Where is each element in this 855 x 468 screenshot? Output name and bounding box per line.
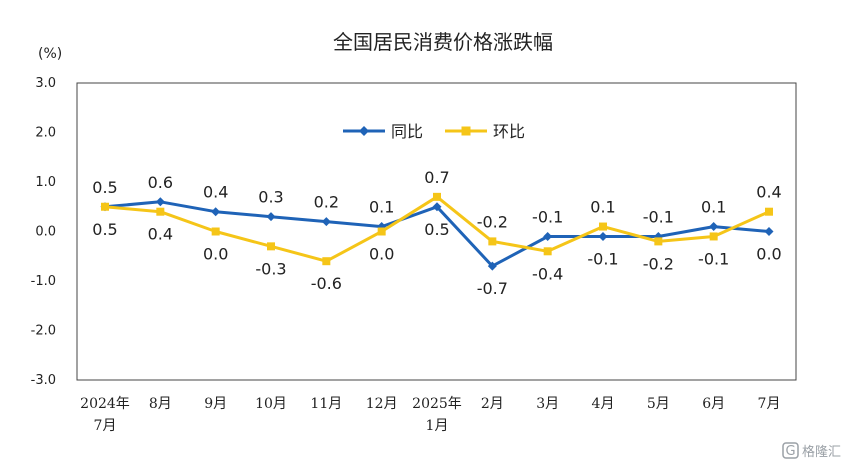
data-label-mom: -0.1: [698, 249, 729, 268]
x-tick-label: 4月: [592, 396, 615, 412]
data-point-yoy: [598, 231, 608, 241]
x-tick-label: 10月: [255, 396, 287, 412]
data-label-yoy: 0.0: [756, 245, 781, 264]
data-point-mom: [156, 207, 165, 216]
legend-label-mom: 环比: [493, 122, 525, 141]
data-point-mom: [488, 237, 497, 246]
data-label-yoy: 0.1: [701, 198, 726, 217]
x-tick-label: 2025年: [412, 396, 462, 412]
data-label-mom: 0.0: [369, 245, 394, 264]
data-point-yoy: [543, 231, 553, 241]
x-tick-label: 3月: [536, 396, 559, 412]
x-tick-label: 1月: [426, 418, 449, 434]
plot-area: [76, 82, 797, 381]
data-label-mom: 0.5: [92, 220, 117, 239]
y-axis: 3.0 2.0 1.0 0.0 -1.0 -2.0 -3.0: [31, 76, 56, 388]
data-point-yoy: [211, 207, 221, 217]
x-tick-label: 6月: [702, 396, 725, 412]
data-point-yoy: [709, 222, 719, 232]
x-tick-label: 7月: [94, 418, 117, 434]
data-label-yoy: 0.5: [424, 220, 449, 239]
data-label-yoy: 0.2: [314, 193, 339, 212]
chart-title: 全国居民消费价格涨跌幅: [333, 30, 553, 54]
data-label-mom: -0.6: [311, 274, 342, 293]
series-layer: [100, 192, 774, 271]
data-point-mom: [377, 227, 386, 236]
x-tick-label: 7月: [758, 396, 781, 412]
legend-label-yoy: 同比: [391, 122, 423, 141]
data-label-yoy: 0.4: [203, 183, 228, 202]
data-point-mom: [543, 247, 552, 256]
data-point-yoy: [487, 261, 497, 271]
data-point-mom: [765, 207, 773, 216]
x-tick-label: 11月: [310, 396, 342, 412]
data-point-yoy: [764, 227, 774, 236]
g-logo-icon: [782, 442, 799, 459]
data-point-mom: [267, 242, 275, 251]
data-label-yoy: -0.7: [477, 279, 508, 298]
data-point-mom: [101, 202, 109, 211]
legend: 同比 环比: [343, 122, 525, 141]
data-labels: 0.5 0.5 0.6 0.4 0.4 0.0 0.3 -0.3 0.2 -0.6 0.1 0.0 0.…: [92, 168, 781, 298]
data-point-yoy: [266, 212, 276, 222]
y-tick-label: -1.0: [31, 274, 56, 289]
data-label-mom: 0.0: [203, 245, 228, 264]
data-point-yoy: [321, 217, 331, 227]
legend-marker-yoy: [359, 126, 369, 136]
y-tick-label: 0.0: [35, 225, 56, 240]
data-label-yoy: 0.5: [92, 178, 117, 197]
data-label-mom: 0.4: [756, 183, 781, 202]
data-point-mom: [211, 227, 220, 236]
y-axis-unit: (%): [38, 46, 62, 62]
data-label-mom: -0.2: [643, 254, 674, 273]
x-tick-label: 5月: [647, 396, 670, 412]
data-label-mom: -0.3: [255, 259, 286, 278]
legend-marker-mom: [461, 126, 471, 136]
y-tick-label: 1.0: [35, 175, 56, 190]
data-label-mom: 0.7: [424, 168, 449, 187]
x-tick-label: 2月: [481, 396, 504, 412]
data-label-yoy: -0.1: [587, 249, 618, 268]
y-tick-label: -3.0: [31, 373, 56, 388]
data-point-yoy: [432, 202, 442, 212]
data-label-yoy: 0.3: [258, 188, 283, 207]
watermark-text: 格隆汇: [802, 444, 841, 460]
data-label-mom: -0.4: [532, 264, 563, 283]
y-tick-label: 2.0: [35, 126, 56, 141]
data-point-mom: [322, 257, 331, 266]
data-point-mom: [709, 232, 718, 241]
y-tick-label: -2.0: [31, 324, 56, 339]
data-point-mom: [599, 222, 607, 231]
watermark: G 格隆汇: [782, 442, 841, 460]
x-tick-label: 2024年: [80, 396, 130, 412]
data-point-mom: [433, 192, 441, 201]
data-label-mom: 0.1: [590, 198, 615, 217]
data-point-mom: [654, 237, 663, 246]
data-point-yoy: [155, 197, 165, 207]
x-tick-label: 12月: [366, 396, 398, 412]
data-label-yoy: 0.6: [148, 173, 173, 192]
x-axis: 2024年 7月 8月 9月 10月 11月 12月 2025年 1月 2月 3月 4月 5月 6月 7月: [80, 396, 780, 434]
g-logo-letter: G: [785, 444, 795, 459]
data-label-yoy: -0.1: [643, 207, 674, 226]
data-label-yoy: -0.1: [532, 207, 563, 226]
data-label-mom: -0.2: [477, 212, 508, 231]
x-tick-label: 9月: [204, 396, 227, 412]
y-tick-label: 3.0: [35, 76, 56, 91]
data-label-yoy: 0.1: [369, 198, 394, 217]
x-tick-label: 8月: [149, 396, 172, 412]
data-label-mom: 0.4: [148, 225, 173, 244]
